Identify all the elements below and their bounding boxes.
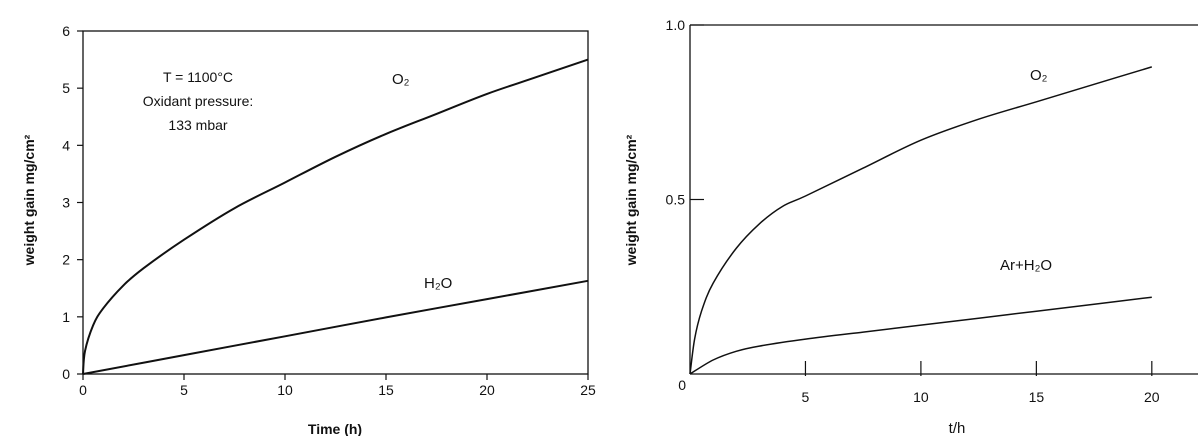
left-x-tick-label: 0 [79, 382, 87, 398]
left-series-label-o2: O₂ [392, 71, 410, 88]
left-series-line-h2o [82, 279, 589, 375]
right-axis-ticks: 5 10 15 20 0.5 1.0 [666, 17, 1160, 405]
right-series-line-ar-h2o [689, 296, 1152, 375]
left-x-axis-label: Time (h) [308, 421, 362, 436]
right-x-tick-label: 15 [1029, 389, 1045, 405]
right-x-axis-label: t/h [949, 420, 966, 436]
left-axis-ticks: 0 5 10 15 20 25 0 1 2 3 4 5 6 [62, 23, 596, 398]
left-y-tick-label: 4 [62, 137, 70, 153]
left-x-tick-label: 20 [479, 382, 495, 398]
right-y-axis-label: weight gain mg/cm² [623, 134, 639, 266]
right-series [689, 66, 1153, 375]
left-y-axis-label: weight gain mg/cm² [21, 134, 37, 266]
left-annotation-line-3: 133 mbar [168, 117, 227, 133]
left-x-tick-label: 15 [378, 382, 394, 398]
left-series-line-o2 [82, 58, 589, 375]
right-x-tick-label: 5 [802, 389, 810, 405]
right-x-tick-label: 10 [913, 389, 929, 405]
right-x-tick-label: 20 [1144, 389, 1160, 405]
left-plot-frame [82, 30, 589, 375]
left-x-tick-label: 25 [580, 382, 596, 398]
right-y-tick-label: 1.0 [666, 17, 686, 33]
left-y-tick-label: 3 [62, 195, 70, 211]
left-series-label-h2o: H₂O [424, 275, 452, 292]
left-x-tick-label: 10 [277, 382, 293, 398]
left-annotation-line-2: Oxidant pressure: [143, 93, 254, 109]
left-y-tick-label: 0 [62, 366, 70, 382]
left-x-tick-label: 5 [180, 382, 188, 398]
left-series [82, 58, 589, 375]
left-y-tick-label: 1 [62, 309, 70, 325]
left-annotation-line-1: T = 1100°C [163, 69, 233, 85]
right-origin-label: 0 [678, 377, 686, 393]
left-chart: 0 5 10 15 20 25 0 1 2 3 4 5 6 Time (h) weight gain m… [21, 23, 596, 436]
right-series-line-o2 [689, 66, 1153, 375]
right-series-label-ar-h2o: Ar+H₂O [1000, 257, 1052, 274]
left-y-tick-label: 2 [62, 252, 70, 268]
left-y-tick-label: 5 [62, 80, 70, 96]
right-chart: 5 10 15 20 0.5 1.0 0 t/h weight gain mg/cm² O… [623, 17, 1198, 436]
right-series-label-o2: O₂ [1030, 67, 1048, 84]
left-y-tick-label: 6 [62, 23, 70, 39]
right-y-tick-label: 0.5 [666, 192, 686, 208]
